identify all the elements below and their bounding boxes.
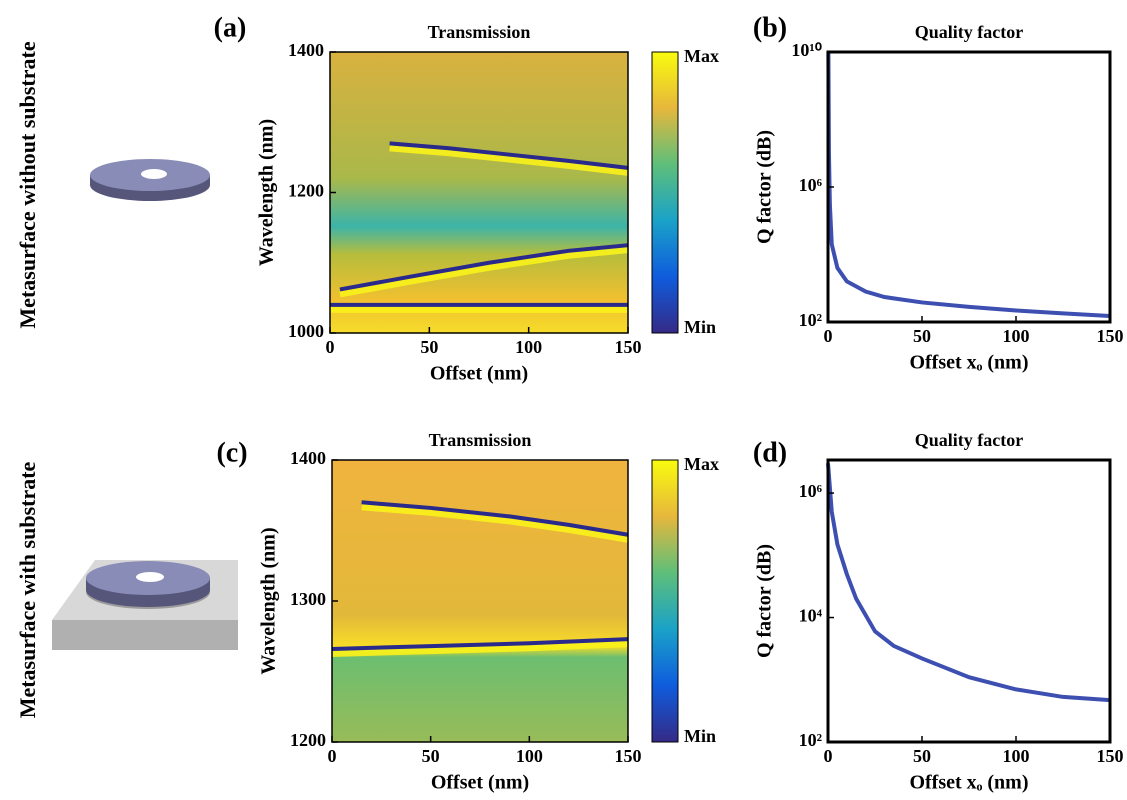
y-tick-label: 1400 [290,448,326,468]
y-tick-label: 10² [799,730,822,750]
x-axis-label: Offset (nm) [431,772,529,794]
x-tick-label: 0 [326,337,335,357]
row-label: Metasurface without substrate [15,41,40,328]
colorbar-label: Max [684,46,719,66]
x-tick-label: 100 [1003,326,1030,346]
chart-title: Transmission [428,22,531,42]
x-tick-label: 50 [913,326,931,346]
y-tick-label: 1200 [290,730,326,750]
x-tick-label: 100 [516,746,543,766]
panel-label: (b) [753,12,787,43]
y-axis-label: Wavelength (nm) [258,527,280,674]
disc-icon [90,159,210,201]
chart-title: Quality factor [915,22,1023,42]
x-tick-label: 150 [615,337,642,357]
x-tick-label: 150 [1097,326,1124,346]
x-axis-label: Offset xₒ (nm) [909,772,1028,794]
y-tick-label: 1300 [290,589,326,609]
panel-label: (c) [216,437,247,468]
x-axis-label: Offset (nm) [430,363,528,385]
axes-frame [828,460,1110,742]
y-tick-label: 10⁶ [799,481,823,501]
chart-title: Quality factor [915,430,1023,450]
y-tick-label: 1000 [288,321,324,341]
x-tick-label: 100 [1003,746,1030,766]
x-tick-label: 0 [328,746,337,766]
y-axis-label: Q factor (dB) [754,130,776,244]
colorbar [652,460,678,742]
panel-label: (a) [214,12,247,43]
y-tick-label: 1200 [288,181,324,201]
axes-frame [828,52,1110,322]
row-label: Metasurface with substrate [15,461,40,718]
y-tick-label: 1400 [288,40,324,60]
x-tick-label: 50 [422,746,440,766]
chart-title: Transmission [429,430,532,450]
colorbar-label: Min [684,317,716,337]
x-tick-label: 150 [615,746,642,766]
y-axis-label: Wavelength (nm) [256,119,278,266]
colorbar [652,52,678,333]
q-curve [828,463,1110,700]
colorbar-label: Min [684,726,716,746]
panel-label: (d) [753,437,787,468]
x-tick-label: 50 [913,746,931,766]
x-tick-label: 150 [1097,746,1124,766]
x-axis-label: Offset xₒ (nm) [909,352,1028,374]
q-curve [828,52,1110,316]
x-tick-label: 0 [824,746,833,766]
y-tick-label: 10¹⁰ [791,40,822,60]
figure: Metasurface without substrate Metasurfac… [0,0,1127,800]
x-tick-label: 100 [515,337,542,357]
x-tick-label: 50 [420,337,438,357]
x-tick-label: 0 [824,326,833,346]
y-tick-label: 10⁴ [799,606,823,626]
colorbar-label: Max [684,454,719,474]
disc-substrate-icon [52,560,238,650]
y-tick-label: 10² [799,310,822,330]
y-axis-label: Q factor (dB) [754,544,776,658]
y-tick-label: 10⁶ [799,175,823,195]
